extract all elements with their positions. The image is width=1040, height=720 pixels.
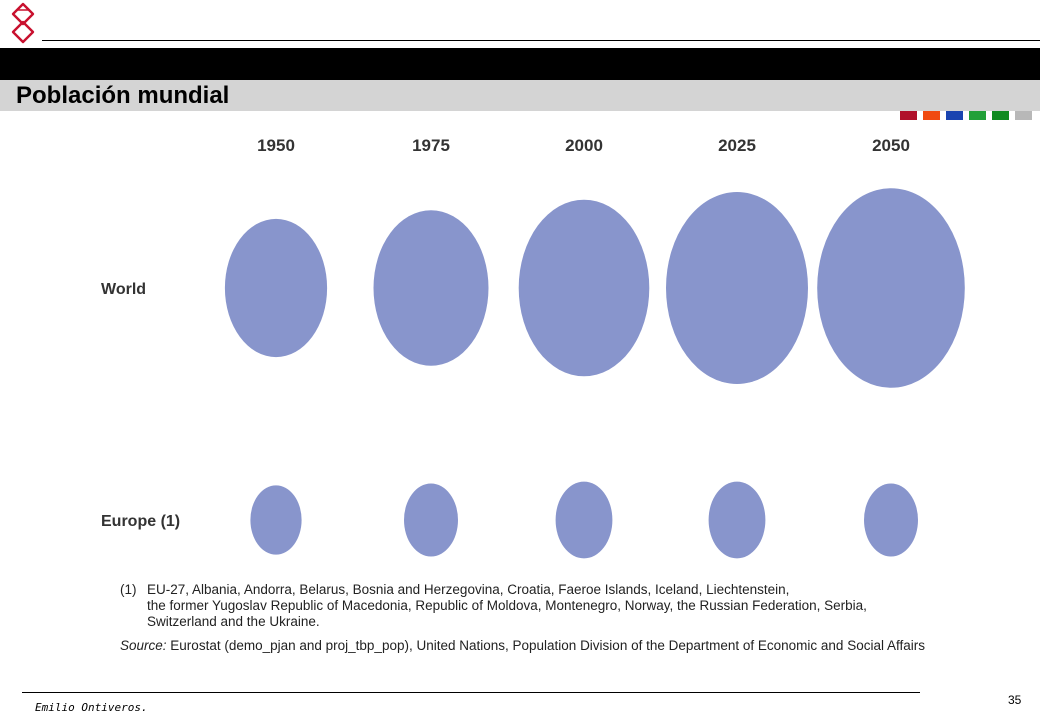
europe-bubble-2050 — [864, 483, 918, 557]
row-label-world: World — [101, 281, 146, 298]
source-note: Source: Eurostat (demo_pjan and proj_tbp… — [120, 638, 1020, 654]
year-label-1950: 1950 — [257, 136, 295, 155]
top-rule — [42, 40, 1040, 41]
source-text: Eurostat (demo_pjan and proj_tbp_pop), U… — [170, 638, 925, 653]
footnote: (1) EU-27, Albania, Andorra, Belarus, Bo… — [120, 582, 1020, 630]
bottom-rule — [22, 692, 920, 693]
title-bar — [0, 80, 1040, 111]
page-number: 35 — [1008, 693, 1022, 707]
europe-bubble-2000 — [555, 481, 613, 559]
world-bubble-2025 — [666, 192, 808, 384]
europe-bubble-1950 — [250, 485, 302, 555]
author-name: Emilio Ontiveros. — [35, 701, 148, 714]
source-label: Source: — [120, 638, 167, 653]
header-bar — [0, 48, 1040, 120]
year-label-2025: 2025 — [718, 136, 756, 155]
notes: (1) EU-27, Albania, Andorra, Belarus, Bo… — [120, 582, 1020, 654]
row-label-europe: Europe (1) — [101, 513, 180, 530]
europe-bubble-2025 — [708, 481, 766, 559]
footnote-text: EU-27, Albania, Andorra, Belarus, Bosnia… — [147, 582, 1020, 630]
year-label-1975: 1975 — [412, 136, 450, 155]
footnote-number: (1) — [120, 582, 137, 597]
population-bubble-chart: 1950 1975 2000 2025 2050 World Europe (1) — [101, 136, 965, 559]
world-bubble-2050 — [817, 188, 965, 388]
knot-logo-icon — [11, 2, 35, 44]
footnote-line: Switzerland and the Ukraine. — [147, 614, 320, 629]
page-title: Población mundial — [16, 82, 230, 109]
year-label-2050: 2050 — [872, 136, 910, 155]
world-bubble-1950 — [224, 218, 328, 358]
world-bubble-2000 — [518, 199, 650, 377]
footnote-line: EU-27, Albania, Andorra, Belarus, Bosnia… — [147, 582, 790, 597]
world-bubble-1975 — [373, 210, 489, 366]
year-label-2000: 2000 — [565, 136, 603, 155]
footnote-line: the former Yugoslav Republic of Macedoni… — [147, 598, 867, 613]
europe-bubble-1975 — [404, 483, 458, 557]
